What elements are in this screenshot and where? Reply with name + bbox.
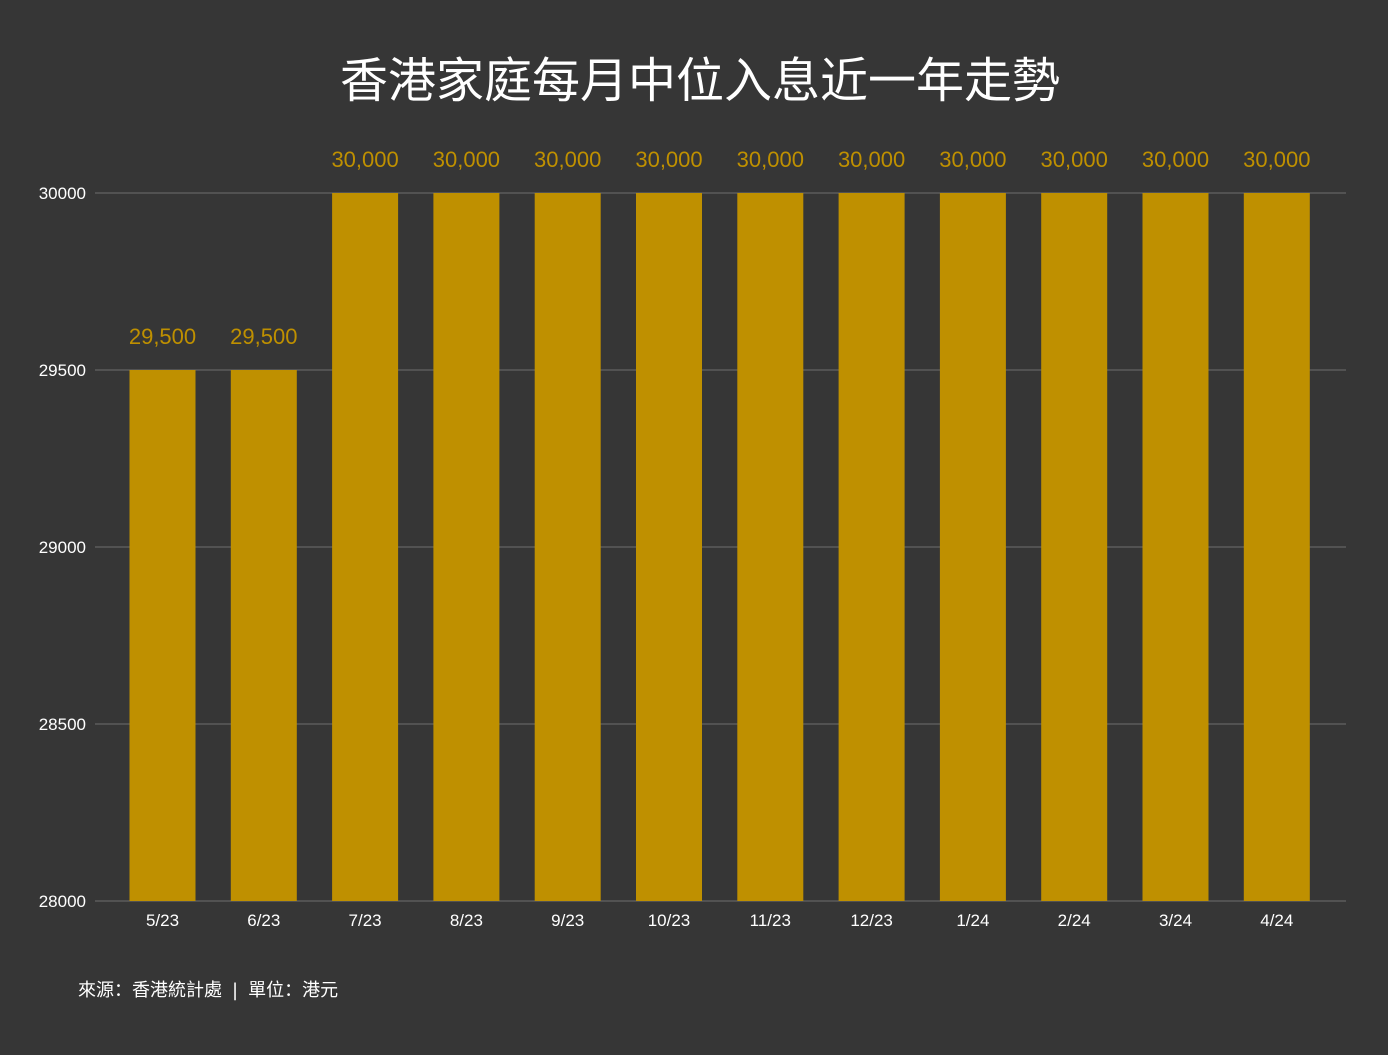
bar-10/23 bbox=[636, 193, 702, 901]
x-tick-label: 8/23 bbox=[450, 911, 483, 930]
x-tick-label: 7/23 bbox=[349, 911, 382, 930]
x-axis-ticks: 5/23 6/23 7/23 8/23 9/23 10/23 11/23 12/23 1/24 2… bbox=[146, 911, 1293, 930]
chart-footnote: 來源：香港統計處 | 單位：港元 bbox=[78, 978, 338, 1004]
y-axis-ticks: 28000 28500 29000 29500 30000 bbox=[39, 184, 86, 911]
data-label: 30,000 bbox=[635, 147, 702, 172]
x-tick-label: 4/24 bbox=[1260, 911, 1293, 930]
data-label: 30,000 bbox=[433, 147, 500, 172]
x-tick-label: 10/23 bbox=[648, 911, 691, 930]
y-tick-label: 28500 bbox=[39, 715, 86, 734]
y-tick-label: 30000 bbox=[39, 184, 86, 203]
data-label: 30,000 bbox=[838, 147, 905, 172]
data-labels: 29,500 29,500 30,000 30,000 30,000 30,000 30,0… bbox=[129, 147, 1311, 349]
unit-note: 單位：港元 bbox=[248, 980, 339, 1001]
x-tick-label: 11/23 bbox=[750, 911, 791, 930]
data-label: 30,000 bbox=[1041, 147, 1108, 172]
data-label: 30,000 bbox=[737, 147, 804, 172]
bar-3/24 bbox=[1142, 193, 1209, 901]
source-note: 來源：香港統計處 bbox=[78, 980, 222, 1001]
bar-1/24 bbox=[939, 193, 1006, 901]
y-tick-label: 29000 bbox=[39, 538, 86, 557]
bar-5/23 bbox=[129, 370, 196, 901]
data-label: 30,000 bbox=[1142, 147, 1209, 172]
bar-2/24 bbox=[1041, 193, 1108, 901]
bar-11/23 bbox=[737, 193, 804, 901]
y-tick-label: 29500 bbox=[39, 361, 86, 380]
x-tick-label: 12/23 bbox=[850, 911, 893, 930]
data-label: 29,500 bbox=[230, 324, 297, 349]
data-label: 30,000 bbox=[331, 147, 398, 172]
gridlines bbox=[95, 192, 1346, 902]
x-tick-label: 3/24 bbox=[1159, 911, 1192, 930]
bar-12/23 bbox=[838, 193, 905, 901]
data-label: 30,000 bbox=[534, 147, 601, 172]
data-label: 30,000 bbox=[939, 147, 1006, 172]
bar-8/23 bbox=[433, 193, 500, 901]
x-tick-label: 2/24 bbox=[1058, 911, 1091, 930]
x-tick-label: 6/23 bbox=[247, 911, 280, 930]
data-label: 30,000 bbox=[1243, 147, 1310, 172]
footnote-separator: | bbox=[232, 980, 239, 1001]
bar-9/23 bbox=[534, 193, 601, 901]
x-tick-label: 9/23 bbox=[551, 911, 584, 930]
bar-6/23 bbox=[230, 370, 297, 901]
data-label: 29,500 bbox=[129, 324, 196, 349]
bar-7/23 bbox=[332, 193, 399, 901]
bar-4/24 bbox=[1243, 193, 1310, 901]
chart-title: 香港家庭每月中位入息近一年走勢 bbox=[339, 53, 1060, 109]
x-tick-label: 5/23 bbox=[146, 911, 179, 930]
y-tick-label: 28000 bbox=[39, 892, 86, 911]
bars bbox=[129, 193, 1310, 901]
x-tick-label: 1/24 bbox=[956, 911, 989, 930]
